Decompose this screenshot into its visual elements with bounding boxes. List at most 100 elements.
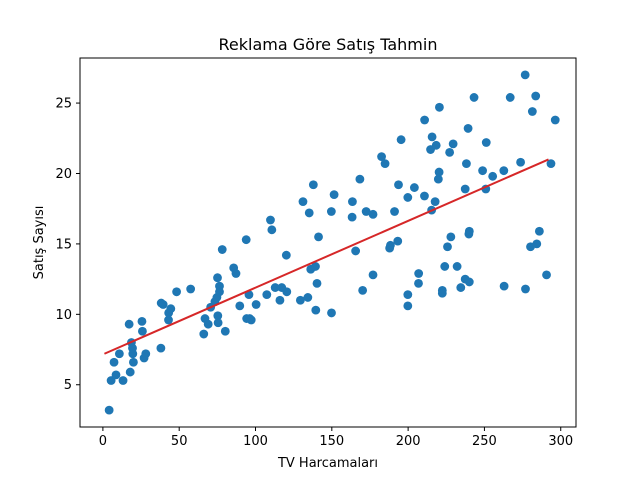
- data-point: [368, 270, 378, 280]
- data-point: [156, 343, 166, 353]
- data-point: [281, 250, 291, 260]
- data-point: [505, 93, 515, 102]
- data-point: [516, 157, 526, 167]
- data-point: [550, 115, 560, 125]
- data-point: [104, 405, 114, 415]
- data-point: [520, 70, 530, 80]
- data-point: [403, 290, 413, 300]
- data-point: [440, 262, 450, 271]
- data-point: [304, 208, 314, 218]
- data-point: [469, 93, 479, 102]
- data-point: [456, 283, 466, 292]
- data-point: [326, 207, 336, 216]
- data-point: [446, 232, 456, 242]
- data-point: [166, 304, 176, 314]
- data-point: [347, 212, 357, 222]
- data-point: [311, 262, 320, 271]
- data-point: [443, 242, 452, 252]
- data-point: [114, 349, 124, 359]
- data-point: [141, 349, 151, 359]
- chart-title: Reklama Göre Satış Tahmin: [219, 35, 438, 54]
- regression-line: [104, 158, 549, 355]
- data-point: [282, 287, 292, 297]
- data-point: [109, 357, 119, 367]
- x-tick-label: 250: [472, 434, 497, 449]
- data-point: [448, 139, 458, 149]
- plot-area: [104, 70, 560, 415]
- x-tick-label: 0: [99, 434, 107, 449]
- x-tick-label: 150: [319, 434, 344, 449]
- data-point: [270, 283, 280, 292]
- data-point: [463, 124, 473, 133]
- data-point: [386, 240, 395, 250]
- data-point: [308, 180, 318, 190]
- data-point: [199, 329, 209, 339]
- y-tick-label: 5: [64, 378, 72, 393]
- data-point: [213, 273, 222, 283]
- data-point: [527, 107, 537, 116]
- data-point: [231, 269, 241, 278]
- data-point: [327, 308, 336, 318]
- data-point: [164, 315, 173, 325]
- data-point: [390, 207, 399, 216]
- data-point: [437, 288, 447, 298]
- data-point: [267, 225, 277, 235]
- data-point: [380, 159, 390, 169]
- data-point: [217, 245, 227, 254]
- data-point: [241, 235, 251, 245]
- y-axis-label: Satış Sayısı: [32, 206, 47, 280]
- data-point: [137, 316, 147, 326]
- data-point: [312, 278, 322, 288]
- data-point: [275, 295, 285, 305]
- x-tick-label: 100: [243, 434, 268, 449]
- data-point: [368, 209, 378, 219]
- data-point: [499, 281, 509, 291]
- data-point: [542, 270, 551, 280]
- data-point: [125, 367, 135, 377]
- data-point: [414, 269, 424, 278]
- data-point: [403, 193, 413, 202]
- data-point: [298, 197, 308, 207]
- data-point: [521, 284, 530, 294]
- data-point: [532, 239, 542, 249]
- y-tick-label: 20: [55, 167, 72, 182]
- data-point: [464, 226, 474, 236]
- data-point: [158, 300, 168, 309]
- y-tick-label: 25: [55, 97, 72, 112]
- x-tick-label: 300: [548, 434, 573, 449]
- data-point: [420, 191, 429, 201]
- x-tick-label: 50: [171, 434, 188, 449]
- data-point: [172, 287, 182, 297]
- data-point: [138, 326, 147, 336]
- data-point: [361, 207, 371, 216]
- data-point: [462, 159, 471, 169]
- y-axis: 5 10 15 20 25: [55, 97, 80, 393]
- plot-frame: [79, 57, 577, 428]
- data-point: [434, 167, 444, 177]
- data-point: [420, 115, 430, 125]
- data-point: [314, 232, 323, 242]
- data-point: [499, 166, 509, 176]
- data-point: [488, 171, 498, 181]
- data-point: [445, 147, 455, 157]
- data-point: [128, 349, 138, 359]
- data-point: [262, 290, 272, 300]
- data-point: [377, 152, 386, 161]
- data-point: [464, 277, 474, 287]
- data-point: [235, 301, 245, 311]
- x-axis: 0 50 100 150 200 250 300: [99, 427, 573, 449]
- data-point: [478, 166, 487, 176]
- data-point: [246, 315, 256, 325]
- data-point: [531, 91, 541, 101]
- data-point: [431, 140, 441, 150]
- data-point: [355, 174, 365, 184]
- data-point: [251, 300, 261, 309]
- data-point: [203, 319, 213, 329]
- data-point: [427, 132, 437, 142]
- data-point: [213, 311, 223, 321]
- data-point: [481, 138, 491, 147]
- data-point: [266, 215, 275, 225]
- data-point: [118, 376, 128, 385]
- data-point: [129, 357, 138, 367]
